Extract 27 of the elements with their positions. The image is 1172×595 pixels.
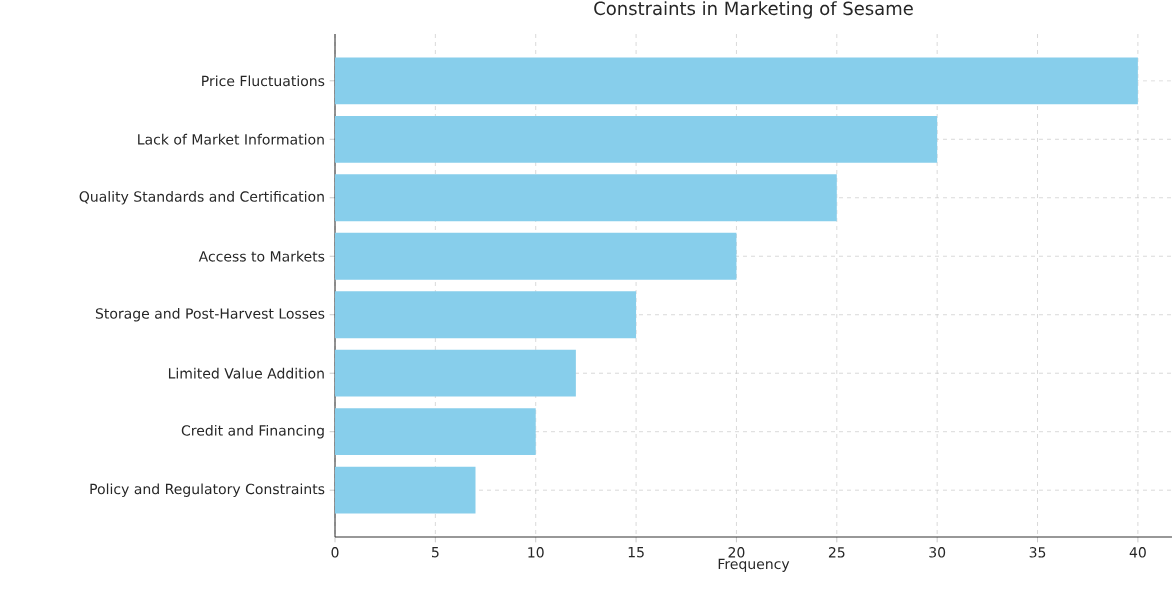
x-tick-label: 25: [828, 547, 845, 558]
bar: [335, 57, 1138, 105]
y-tick-label: Price Fluctuations: [202, 75, 325, 87]
bar: [335, 174, 837, 222]
x-tick-label: 20: [728, 547, 745, 558]
x-axis-title: Frequency: [718, 558, 790, 572]
bar: [335, 466, 476, 514]
bar: [335, 408, 536, 456]
y-tick-label: Quality Standards and Certification: [79, 191, 324, 205]
y-tick-label: Policy and Regulatory Constraints: [90, 483, 325, 497]
y-tick-label: Limited Value Addition: [168, 367, 324, 379]
y-tick-label: Storage and Post-Harvest Losses: [95, 307, 325, 322]
y-tick-label: Credit and Financing: [181, 424, 324, 439]
chart-title: Constraints in Marketing of Sesame: [594, 1, 913, 19]
x-tick-label: 10: [528, 547, 544, 558]
x-tick-label: 15: [628, 547, 644, 558]
x-tick-label: 0: [331, 547, 339, 558]
y-tick-label: Lack of Market Information: [138, 133, 324, 145]
bar: [335, 349, 576, 397]
x-tick-label: 35: [1029, 547, 1046, 558]
x-tick-label: 40: [1129, 547, 1146, 558]
bar: [335, 232, 737, 280]
x-tick-label: 5: [432, 547, 439, 558]
x-tick-label: 30: [929, 547, 946, 558]
bar: [335, 115, 938, 163]
y-tick-label: Access to Markets: [198, 250, 325, 262]
bar: [335, 291, 637, 339]
